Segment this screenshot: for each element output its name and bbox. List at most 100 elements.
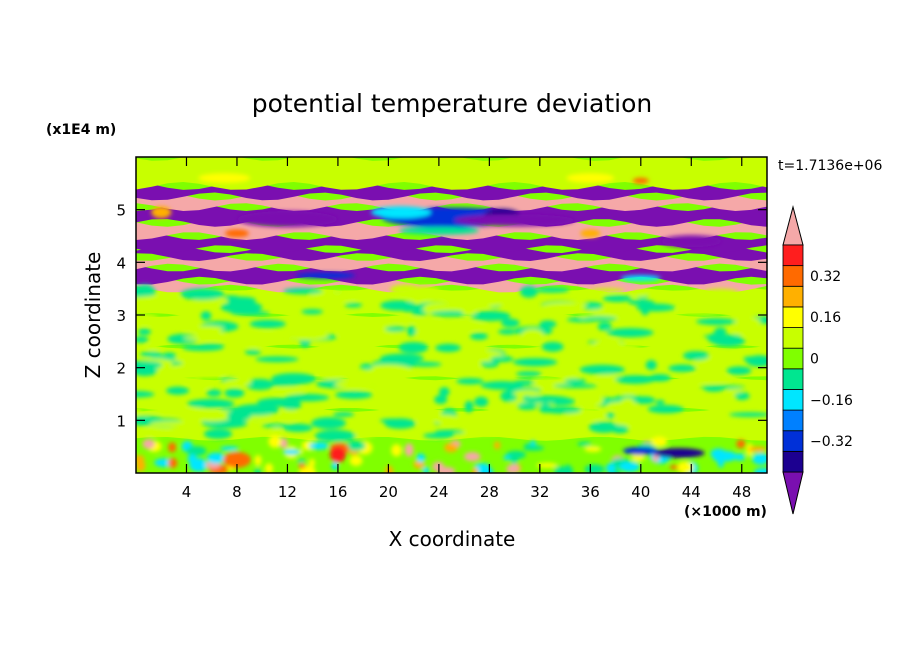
contour-blob [580, 229, 601, 238]
contour-blob [222, 451, 251, 468]
x-tick-label: 24 [429, 483, 448, 501]
x-tick-label: 12 [278, 483, 297, 501]
contour-blob [349, 455, 363, 466]
contour-blob [471, 467, 479, 473]
contour-blob [520, 286, 538, 298]
contour-blob [743, 356, 756, 362]
contour-blob [198, 173, 251, 184]
contour-blob [748, 446, 767, 452]
contour-blob [373, 379, 395, 392]
y-tick-label: 2 [116, 360, 126, 378]
contour-blob [334, 379, 376, 389]
x-tick-label: 40 [631, 483, 650, 501]
contour-blob [136, 365, 158, 377]
contour-blob [713, 455, 730, 462]
contour-blob [398, 226, 479, 235]
contour-blob [512, 358, 558, 367]
contour-blob [584, 464, 605, 473]
contour-blob [220, 301, 263, 314]
contour-blob [569, 413, 617, 420]
contour-blob [281, 400, 302, 410]
contour-blob [167, 333, 199, 345]
contour-blob [606, 328, 654, 338]
contour-blob [474, 396, 489, 407]
contour-blob [753, 467, 767, 473]
contour-blob [752, 452, 767, 465]
contour-blob [273, 387, 305, 394]
contour-blob [714, 327, 727, 336]
contour-blob [423, 432, 455, 439]
x-tick-label: 20 [379, 483, 398, 501]
contour-blob [631, 453, 645, 462]
contour-blob [640, 303, 650, 316]
contour-blob [506, 464, 519, 473]
contour-blob [318, 368, 347, 380]
contour-blob [668, 364, 697, 372]
contour-blob [676, 461, 694, 473]
contour-blob [439, 294, 479, 302]
contour-blob [627, 299, 655, 306]
contour-blob [311, 417, 347, 429]
y-axis-ticks: 1 2 3 4 5 [116, 202, 767, 430]
contour-blob [220, 446, 239, 451]
contour-blob [138, 328, 151, 336]
contour-blob [308, 458, 316, 468]
contour-blob [577, 441, 592, 446]
contour-blob [344, 302, 363, 308]
contour-blob [444, 442, 458, 453]
contour-blob [407, 325, 416, 337]
contour-blob [404, 305, 414, 312]
contour-blob [682, 351, 710, 361]
contour-blob [186, 446, 207, 456]
contour-blob [652, 447, 705, 458]
contour-blob [647, 404, 684, 414]
contour-blob [187, 399, 235, 409]
contour-blob [328, 291, 360, 302]
contour-blob [588, 288, 625, 293]
contour-blob [534, 287, 570, 293]
contour-blob [166, 386, 190, 395]
contour-blob [308, 442, 329, 450]
contour-blob [182, 344, 224, 351]
contour-blob [363, 364, 412, 376]
contour-blob [264, 463, 274, 473]
contour-blob [434, 395, 448, 405]
contour-blob [650, 436, 668, 447]
contour-blob [701, 288, 740, 298]
contour-blob [136, 391, 155, 398]
contour-blob [329, 446, 346, 463]
colorbar-swatch [782, 389, 804, 411]
contour-blob [203, 428, 233, 440]
contour-blob [523, 445, 544, 451]
contour-blob [162, 406, 176, 412]
contour-blob [245, 378, 274, 391]
contour-blob [146, 344, 161, 351]
contour-blob [268, 435, 282, 448]
x-units-label: (×1000 m) [684, 504, 767, 520]
contour-blob [254, 468, 261, 473]
contour-blob [452, 323, 485, 331]
contour-blob [606, 401, 635, 410]
contour-blob [592, 339, 624, 351]
contour-blob [136, 313, 159, 325]
contour-blob [430, 320, 442, 326]
x-tick-label: 16 [328, 483, 347, 501]
contour-blob [383, 304, 425, 311]
contour-blob [416, 453, 426, 463]
contour-blob [331, 461, 339, 470]
contour-blob [602, 294, 633, 302]
contour-blob [736, 439, 746, 449]
contour-blob [224, 229, 249, 238]
contour-blob [456, 378, 484, 385]
contour-blob [652, 454, 660, 462]
contour-blob [480, 360, 499, 368]
contour-blob [335, 391, 373, 399]
contour-band [136, 182, 767, 201]
time-label: t=1.7136e+06 [778, 158, 882, 174]
colorbar-swatch [782, 368, 804, 390]
contour-blob [223, 295, 240, 300]
contour-blob [280, 409, 299, 421]
contour-blob [271, 373, 316, 385]
contour-blob [180, 288, 225, 301]
contour-blob [597, 322, 612, 331]
